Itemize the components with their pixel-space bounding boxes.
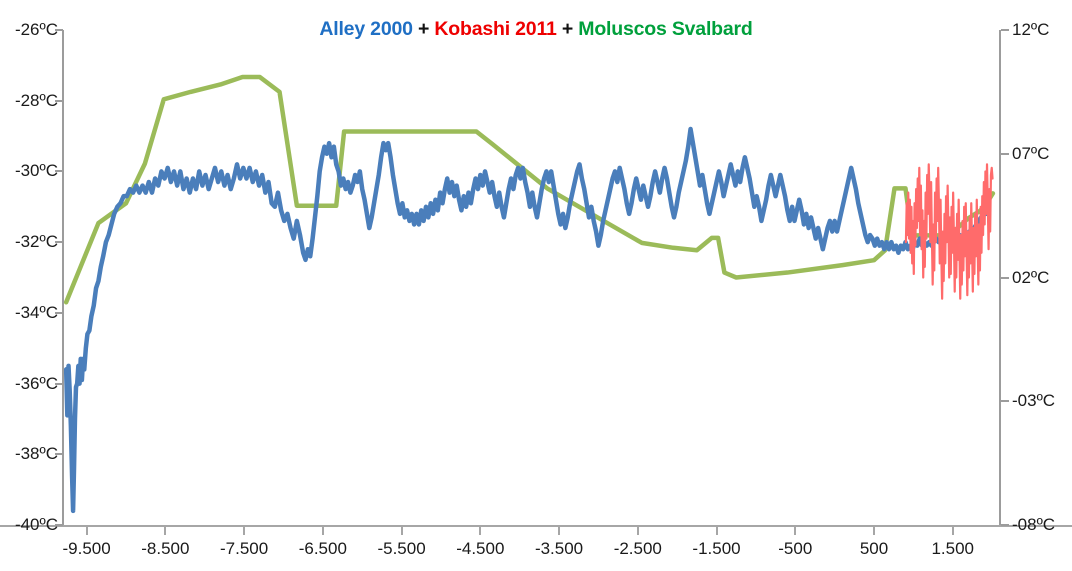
bottom-axis-tick xyxy=(85,527,88,535)
left-axis-label: -32ºC xyxy=(14,232,58,252)
bottom-axis-tick xyxy=(951,527,954,535)
right-axis-tick xyxy=(1001,276,1009,279)
series-line-alley-2000 xyxy=(63,126,989,514)
left-axis-line xyxy=(62,30,64,526)
right-axis-tick xyxy=(1001,29,1009,31)
bottom-axis-label: -4.500 xyxy=(456,539,505,558)
right-axis-tick xyxy=(1001,400,1009,403)
left-axis-tick xyxy=(55,170,63,173)
bottom-axis-tick xyxy=(479,527,482,535)
left-axis-tick xyxy=(55,524,63,526)
title-series-0: Alley 2000 xyxy=(319,18,413,40)
left-axis-tick xyxy=(55,453,63,456)
bottom-axis-tick xyxy=(558,527,561,535)
bottom-axis-label: -6.500 xyxy=(298,539,347,558)
bottom-axis-label: -5.500 xyxy=(377,539,426,558)
chart-canvas xyxy=(63,74,996,514)
bottom-axis-label: -500 xyxy=(778,539,813,558)
right-axis-label: 07ºC xyxy=(1012,143,1050,163)
bottom-axis-tick xyxy=(636,527,639,535)
bottom-axis-tick xyxy=(321,527,324,535)
bottom-axis-label: -1.500 xyxy=(692,539,741,558)
bottom-axis-tick xyxy=(794,527,797,535)
left-axis-tick xyxy=(55,99,63,102)
title-separator: + xyxy=(561,18,574,40)
right-axis-label: -08ºC xyxy=(1012,515,1056,534)
chart-title: Alley 2000 + Kobashi 2011 + Moluscos Sva… xyxy=(0,18,1072,41)
bottom-axis-label: -9.500 xyxy=(62,539,111,558)
series-line-kobashi-2011 xyxy=(904,163,994,300)
right-axis-tick xyxy=(1001,524,1009,526)
title-series-4: Moluscos Svalbard xyxy=(578,18,753,40)
left-axis-label: -38ºC xyxy=(14,444,58,464)
bottom-axis-label: -2.500 xyxy=(613,539,662,558)
bottom-axis-tick xyxy=(400,527,403,535)
left-axis-tick xyxy=(55,29,63,31)
left-axis-tick xyxy=(55,241,63,244)
left-axis-label: -34ºC xyxy=(14,302,58,322)
plot-area xyxy=(63,30,1000,525)
title-separator: + xyxy=(417,18,430,40)
bottom-axis-tick xyxy=(873,527,876,535)
bottom-axis-label: 500 xyxy=(859,539,889,558)
left-axis-tick xyxy=(55,311,63,314)
left-axis-label: -28ºC xyxy=(14,90,58,110)
bottom-axis-label: -7.500 xyxy=(219,539,269,558)
bottom-axis-label: -3.500 xyxy=(534,539,584,558)
bottom-axis-label: 1.500 xyxy=(931,539,975,558)
right-axis-label: 12ºC xyxy=(1012,20,1050,39)
bottom-axis-tick xyxy=(715,527,718,535)
right-axis-tick xyxy=(1001,152,1009,155)
left-axis-tick xyxy=(55,382,63,385)
right-axis-line xyxy=(999,30,1001,526)
left-axis-label: -36ºC xyxy=(14,373,58,393)
left-axis-label: -40ºC xyxy=(14,515,58,534)
left-axis-label: -26ºC xyxy=(14,20,58,39)
bottom-axis-label: -8.500 xyxy=(141,539,190,558)
bottom-axis-line xyxy=(0,525,1072,527)
title-series-2: Kobashi 2011 xyxy=(434,18,557,40)
right-axis-label: 02ºC xyxy=(1012,267,1050,287)
right-axis-label: -03ºC xyxy=(1012,391,1056,411)
bottom-axis-tick xyxy=(164,527,167,535)
bottom-axis-tick xyxy=(243,527,246,535)
left-axis-label: -30ºC xyxy=(14,161,58,181)
